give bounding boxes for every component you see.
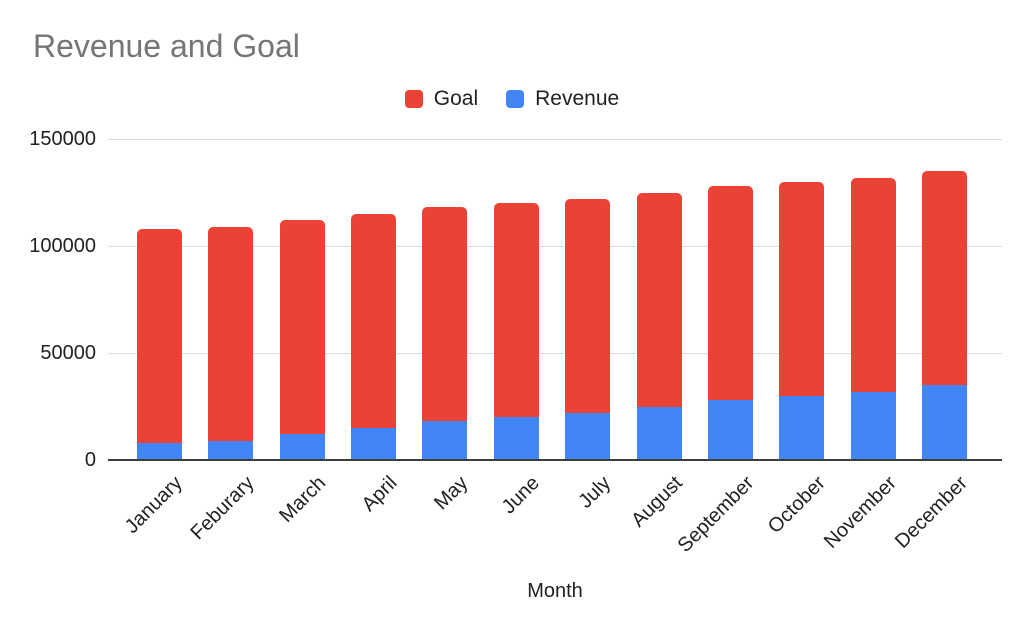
bar-segment-goal-may[interactable] (422, 207, 468, 422)
bar-segment-revenue-june[interactable] (493, 417, 539, 460)
y-tick-label-150000: 150000 (29, 128, 96, 150)
legend-swatch-goal (404, 90, 423, 108)
bar-segment-revenue-may[interactable] (422, 421, 468, 460)
x-tick-label-july: July (574, 472, 616, 513)
bar-segment-goal-december[interactable] (921, 171, 967, 386)
bar-feburary[interactable] (208, 226, 254, 460)
y-tick-label-100000: 100000 (29, 235, 96, 257)
y-tick-label-50000: 50000 (40, 342, 96, 364)
x-axis-title: Month (527, 580, 583, 602)
bar-segment-goal-january[interactable] (137, 228, 182, 443)
bar-december[interactable] (921, 171, 967, 460)
x-tick-label-december: December (891, 472, 973, 553)
legend-swatch-revenue (506, 90, 525, 108)
legend-label: Goal (433, 87, 479, 110)
x-tick-label-august: August (627, 472, 687, 532)
bar-segment-goal-october[interactable] (779, 181, 825, 396)
bar-may[interactable] (422, 207, 468, 460)
bar-july[interactable] (565, 198, 611, 460)
legend-label: Revenue (535, 87, 620, 110)
chart-title: Revenue and Goal (33, 28, 300, 64)
x-tick-label-march: March (274, 472, 330, 527)
y-tick-label-0: 0 (84, 449, 96, 471)
bar-segment-revenue-november[interactable] (850, 391, 896, 460)
bar-segment-revenue-august[interactable] (636, 406, 682, 460)
x-tick-label-april: April (357, 472, 402, 516)
bar-segment-goal-april[interactable] (351, 213, 397, 428)
bar-segment-goal-feburary[interactable] (208, 226, 254, 441)
bar-march[interactable] (279, 220, 325, 460)
legend-item-revenue[interactable]: Revenue (506, 87, 619, 111)
bar-segment-goal-september[interactable] (707, 186, 753, 401)
bar-segment-goal-july[interactable] (565, 198, 611, 413)
bar-segment-revenue-october[interactable] (779, 395, 825, 460)
legend: Goal Revenue (0, 87, 1024, 111)
bar-segment-goal-november[interactable] (850, 177, 896, 392)
x-tick-label-may: May (430, 472, 473, 515)
bar-september[interactable] (707, 186, 753, 460)
bar-april[interactable] (351, 213, 397, 460)
bar-segment-revenue-feburary[interactable] (208, 440, 254, 460)
bar-segment-goal-august[interactable] (636, 192, 682, 407)
bar-segment-revenue-july[interactable] (565, 412, 611, 460)
bar-segment-revenue-march[interactable] (279, 434, 325, 460)
bar-segment-revenue-december[interactable] (921, 385, 967, 460)
x-tick-label-june: June (497, 472, 544, 519)
bar-august[interactable] (636, 192, 682, 460)
gridline-50000 (108, 352, 1002, 354)
x-tick-label-november: November (819, 472, 901, 553)
bar-segment-revenue-january[interactable] (137, 442, 182, 460)
bar-november[interactable] (850, 177, 896, 460)
bar-segment-goal-june[interactable] (493, 203, 539, 418)
gridline-150000 (108, 138, 1002, 140)
bar-october[interactable] (779, 181, 825, 460)
bar-segment-revenue-april[interactable] (351, 427, 397, 460)
x-tick-label-october: October (763, 472, 830, 538)
x-tick-label-feburary: Feburary (186, 472, 259, 545)
x-tick-label-september: September (673, 472, 758, 557)
bar-segment-goal-march[interactable] (279, 220, 325, 435)
x-tick-label-january: January (121, 472, 188, 538)
legend-item-goal[interactable]: Goal (404, 87, 479, 111)
bar-segment-revenue-september[interactable] (707, 400, 753, 460)
bar-january[interactable] (137, 228, 182, 460)
gridline-100000 (108, 245, 1002, 247)
plot-area (108, 138, 1002, 461)
bar-june[interactable] (493, 203, 539, 460)
x-axis-line (108, 459, 1002, 461)
